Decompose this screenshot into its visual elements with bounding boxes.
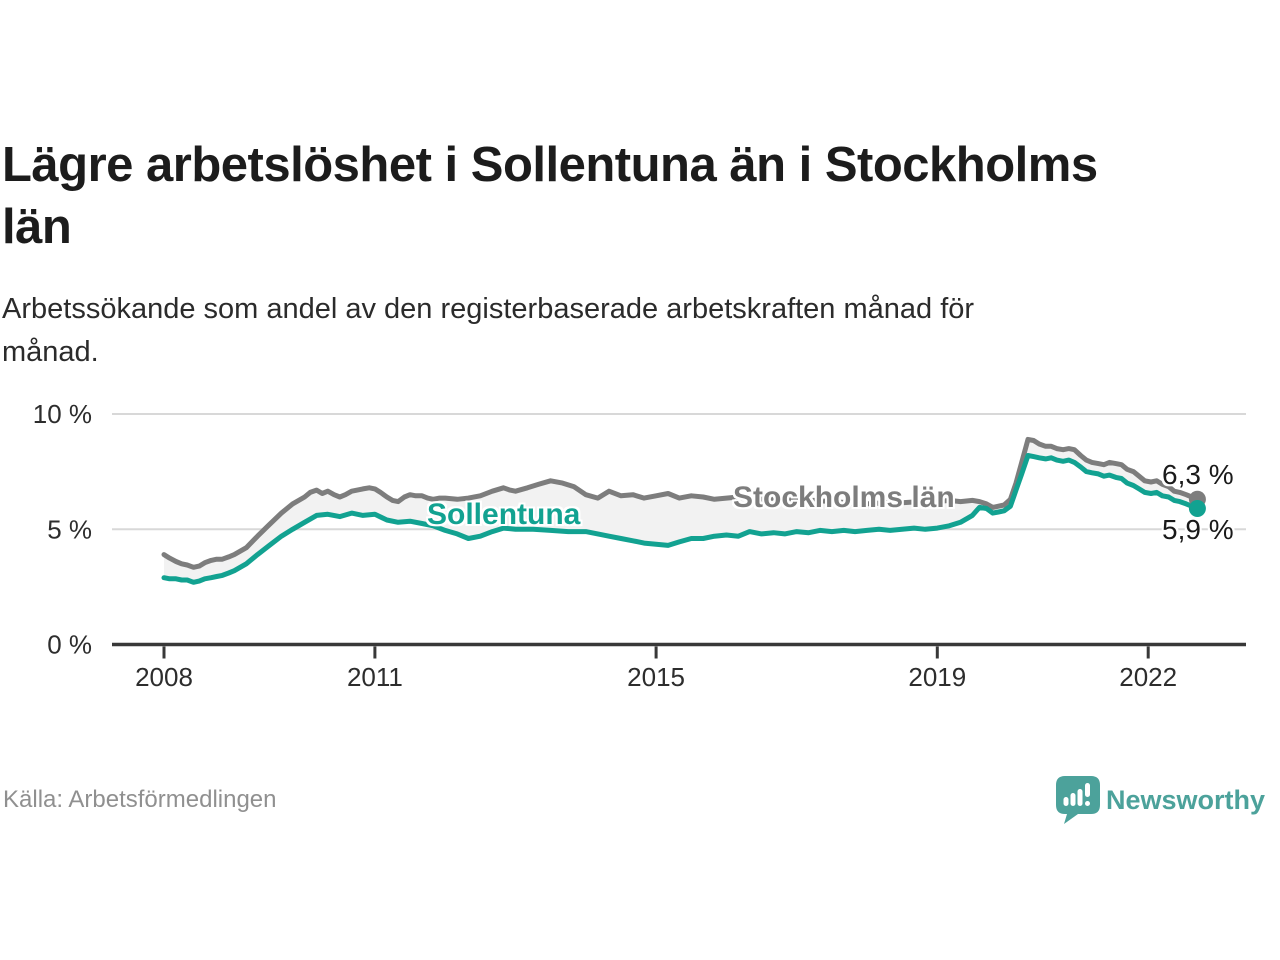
- x-tick-label-2015: 2015: [627, 662, 685, 692]
- page-title: Lägre arbetslöshet i Sollentuna än i Sto…: [2, 134, 1278, 258]
- end-value-label-sollentuna: 5,9 %: [1162, 514, 1234, 545]
- x-tick-label-2022: 2022: [1119, 662, 1177, 692]
- end-value-label-stockholms-lan: 6,3 %: [1162, 459, 1234, 490]
- source-credit: Källa: Arbetsförmedlingen: [3, 786, 277, 813]
- series-line-sollentuna: [161, 453, 1200, 585]
- x-tick-label-2011: 2011: [347, 662, 403, 692]
- series-label-sollentuna: Sollentuna: [427, 498, 581, 531]
- x-tick-label-2008: 2008: [135, 662, 193, 692]
- brand-lockup: Newsworthy: [1056, 776, 1265, 824]
- y-tick-label-5: 5 %: [47, 514, 92, 544]
- title-line-2: län: [2, 200, 72, 254]
- logo-bar-2: [1070, 793, 1076, 806]
- logo-exclamation-dot: [1085, 801, 1090, 806]
- logo-exclamation-bar: [1085, 783, 1090, 797]
- end-dot-sollentuna: [1188, 500, 1206, 518]
- y-tick-label-10: 10 %: [33, 399, 92, 429]
- subtitle-line-2: månad.: [2, 336, 99, 368]
- logo-bar-1: [1063, 797, 1069, 806]
- gap-band: [164, 439, 1198, 583]
- series-label-stockholms-lan: Stockholms län: [733, 481, 955, 514]
- logo-bar-3: [1077, 789, 1083, 806]
- brand-name: Newsworthy: [1106, 785, 1266, 815]
- x-tick-label-2019: 2019: [908, 662, 966, 692]
- series-line-stockholms-lan: [161, 436, 1200, 570]
- y-tick-label-0: 0 %: [47, 630, 92, 660]
- subtitle-line-1: Arbetssökande som andel av den registerb…: [2, 293, 975, 325]
- chart-subtitle: Arbetssökande som andel av den registerb…: [2, 288, 1202, 374]
- newsworthy-logo-icon: [1056, 776, 1100, 824]
- title-line-1: Lägre arbetslöshet i Sollentuna än i Sto…: [2, 138, 1098, 192]
